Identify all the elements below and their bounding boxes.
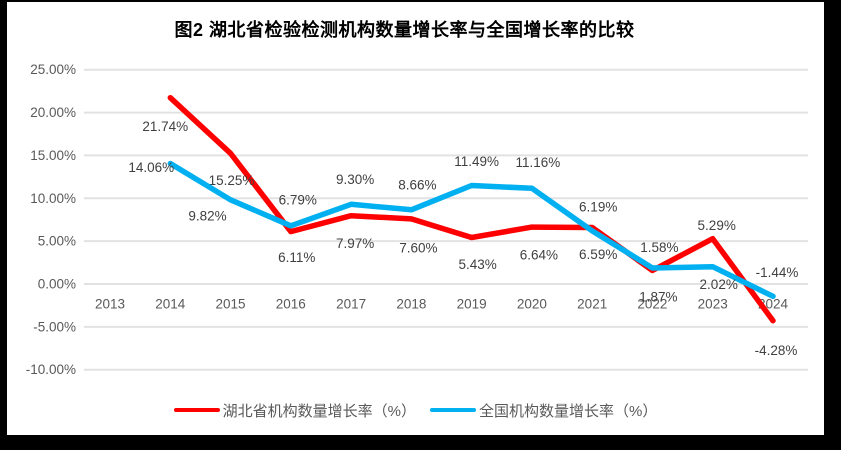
national-data-label: 9.30% <box>336 172 374 187</box>
legend-item-national: 全国机构数量增长率（%） <box>430 400 657 421</box>
national-data-labels: 14.06% 9.82% 6.79% 9.30% 8.66% 11.49% 11.16% 6.… <box>128 154 798 305</box>
y-axis-tick-label: 10.00% <box>30 191 76 206</box>
x-axis-tick-label: 2013 <box>95 297 125 312</box>
hubei-data-label: 6.59% <box>579 247 617 262</box>
x-axis-labels: 2013 2014 2015 2016 2017 2018 2019 2020 2021 2022… <box>95 297 789 312</box>
x-axis-tick-label: 2017 <box>336 297 366 312</box>
national-data-label: 1.87% <box>639 290 677 305</box>
frame-border-top <box>0 0 841 2</box>
legend-label-hubei: 湖北省机构数量增长率（%） <box>222 402 416 420</box>
national-data-label: 8.66% <box>398 177 436 192</box>
y-axis-tick-label: 20.00% <box>30 105 76 120</box>
national-data-label: 11.49% <box>454 154 499 169</box>
hubei-data-label: -4.28% <box>755 343 798 358</box>
y-axis-tick-label: 15.00% <box>30 148 76 163</box>
national-data-label: 14.06% <box>128 160 174 175</box>
hubei-line-swatch <box>173 407 220 413</box>
frame-border-bottom <box>0 435 841 450</box>
hubei-data-label: 15.25% <box>209 173 255 188</box>
y-axis-tick-label: 5.00% <box>38 234 76 249</box>
hubei-data-label: 7.60% <box>399 240 437 255</box>
hubei-data-label: 5.43% <box>458 257 496 272</box>
y-axis-tick-label: 0.00% <box>38 277 76 292</box>
x-axis-tick-label: 2014 <box>155 297 186 312</box>
y-axis-tick-label: -10.00% <box>26 362 76 377</box>
x-axis-tick-label: 2022 <box>637 297 667 312</box>
y-axis-tick-label: -5.00% <box>33 319 76 334</box>
x-axis-tick-label: 2015 <box>215 297 245 312</box>
legend-item-hubei: 湖北省机构数量增长率（%） <box>173 400 416 421</box>
frame-border-left <box>0 0 7 450</box>
hubei-data-label: 6.11% <box>278 250 315 265</box>
x-axis-tick-label: 2020 <box>517 297 547 312</box>
national-line-series <box>167 160 776 300</box>
x-axis-tick-label: 2021 <box>577 297 607 312</box>
hubei-data-label: 21.74% <box>142 119 188 134</box>
hubei-data-labels: 21.74% 15.25% 6.11% 7.97% 7.60% 5.43% 6.64% 6.5… <box>142 119 797 358</box>
gridlines <box>84 68 808 371</box>
x-axis-tick-label: 2023 <box>698 297 728 312</box>
hubei-data-label: 1.58% <box>640 240 678 255</box>
chart-legend: 湖北省机构数量增长率（%） 全国机构数量增长率（%） <box>7 400 824 420</box>
national-data-label: -1.44% <box>756 265 799 280</box>
national-data-label: 6.79% <box>279 192 317 207</box>
national-data-label: 6.19% <box>579 199 617 214</box>
x-axis-tick-label: 2019 <box>457 297 487 312</box>
legend-label-national: 全国机构数量增长率（%） <box>479 402 658 420</box>
national-line-swatch <box>430 407 476 413</box>
national-data-label: 2.02% <box>700 277 738 292</box>
chart-title: 图2 湖北省检验检测机构数量增长率与全国增长率的比较 <box>174 20 635 40</box>
hubei-data-label: 5.29% <box>698 218 736 233</box>
y-axis-tick-label: 25.00% <box>30 62 76 77</box>
x-axis-tick-label: 2016 <box>276 297 306 312</box>
y-axis-labels: 25.00% 20.00% 15.00% 10.00% 5.00% 0.00% -5.00%… <box>26 62 76 377</box>
hubei-line-series <box>167 94 776 324</box>
hubei-data-label: 6.64% <box>520 248 558 263</box>
national-data-label: 9.82% <box>188 208 226 223</box>
national-data-label: 11.16% <box>516 155 561 170</box>
frame-border-right <box>824 0 841 450</box>
hubei-data-label: 7.97% <box>336 236 374 251</box>
x-axis-tick-label: 2018 <box>396 297 426 312</box>
